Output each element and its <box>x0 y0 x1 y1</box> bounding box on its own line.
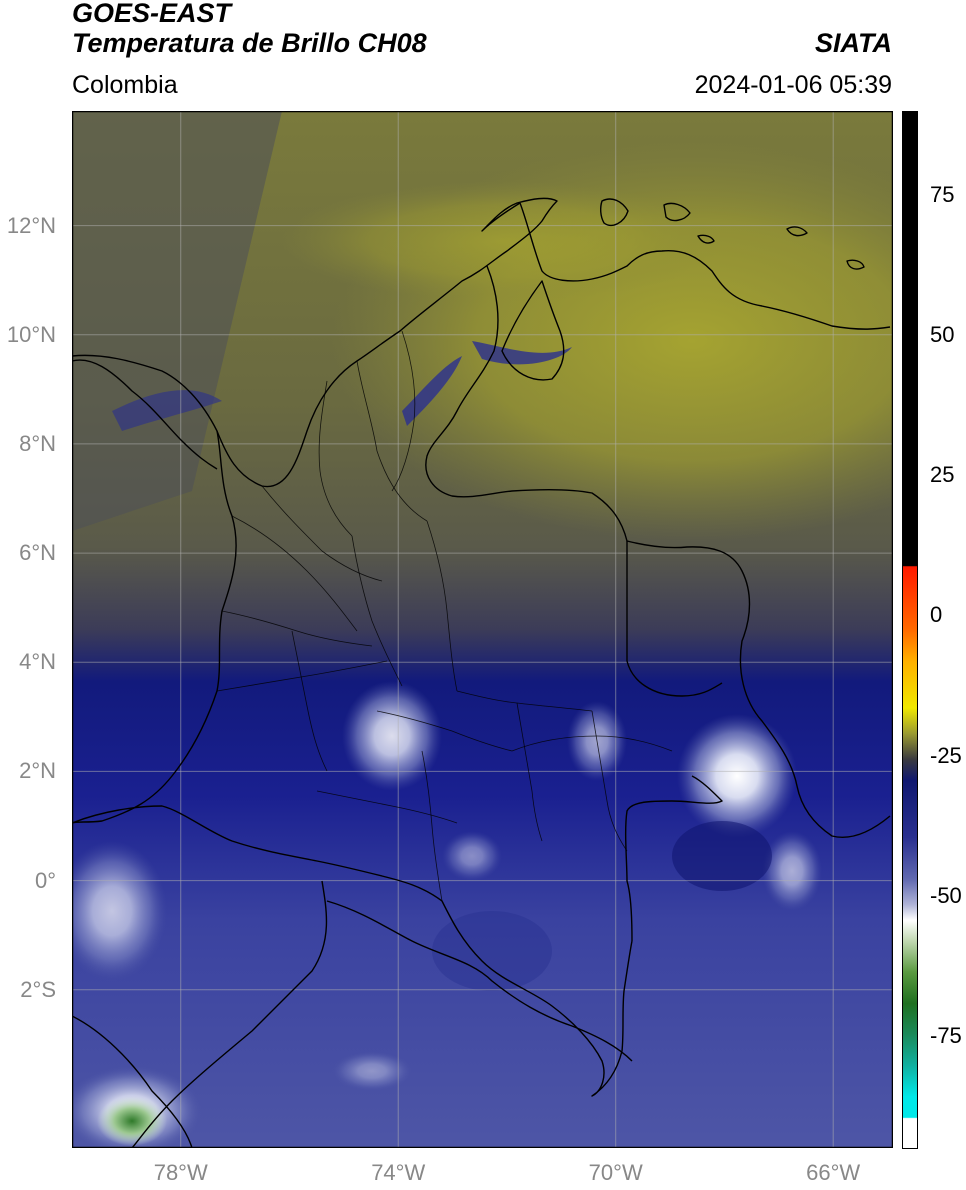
graticule <box>72 111 893 1148</box>
convective-cloud <box>762 831 822 911</box>
cold-cloud-top <box>97 1096 167 1146</box>
latitude-tick-label: 6°N <box>19 540 56 566</box>
colorbar-scale <box>902 111 918 1149</box>
department-borders <box>216 330 673 902</box>
colorbar-tick-label: -50 <box>930 882 962 908</box>
latitude-tick-label: 8°N <box>19 430 56 456</box>
convective-cloud <box>677 714 797 838</box>
satellite-title: GOES-EAST <box>72 0 232 28</box>
colorbar-tick-label: -25 <box>930 742 962 768</box>
colorbar <box>902 111 918 1149</box>
colorbar-tick-label: 75 <box>930 182 955 208</box>
colorbar-tick-label: 0 <box>930 602 943 628</box>
dark-cell <box>432 911 552 991</box>
moisture-streak <box>472 341 572 365</box>
longitude-tick-label: 74°W <box>371 1160 426 1185</box>
colorbar-tick-label: 25 <box>930 462 955 488</box>
latitude-tick-label: 0° <box>34 867 56 893</box>
title-right-block: SIATA 2024-01-06 05:39 <box>695 28 892 100</box>
map-frame <box>72 111 893 1148</box>
convective-cloud <box>442 831 502 881</box>
warm-dry-area-coast <box>282 181 722 301</box>
longitude-tick-label: 78°W <box>153 1160 208 1185</box>
longitude-tick-label: 66°W <box>806 1160 861 1185</box>
longitude-tick-label: 70°W <box>588 1160 643 1185</box>
country-borders <box>72 197 891 1148</box>
latitude-tick-label: 2°N <box>19 758 56 784</box>
convective-cloud <box>72 841 167 981</box>
latitude-tick-label: 4°N <box>19 649 56 675</box>
agency-label: SIATA <box>815 28 892 58</box>
latitude-tick-label: 10°N <box>6 321 56 347</box>
colorbar-tick-label: -75 <box>930 1022 962 1048</box>
region-label: Colombia <box>72 71 178 99</box>
colorbar-tick-label: 50 <box>930 322 955 348</box>
satellite-map[interactable] <box>72 111 893 1148</box>
dark-cell <box>672 821 772 891</box>
convective-cloud <box>342 681 442 791</box>
moisture-streak <box>402 356 462 426</box>
latitude-tick-label: 12°N <box>6 212 56 238</box>
timestamp-label: 2024-01-06 05:39 <box>694 71 892 99</box>
moisture-streak <box>112 390 222 431</box>
title-block: GOES-EAST Temperatura de Brillo CH08 Col… <box>72 0 427 100</box>
product-title: Temperatura de Brillo CH08 <box>72 28 427 58</box>
latitude-tick-label: 2°S <box>20 976 56 1002</box>
convective-cloud <box>332 1051 412 1091</box>
